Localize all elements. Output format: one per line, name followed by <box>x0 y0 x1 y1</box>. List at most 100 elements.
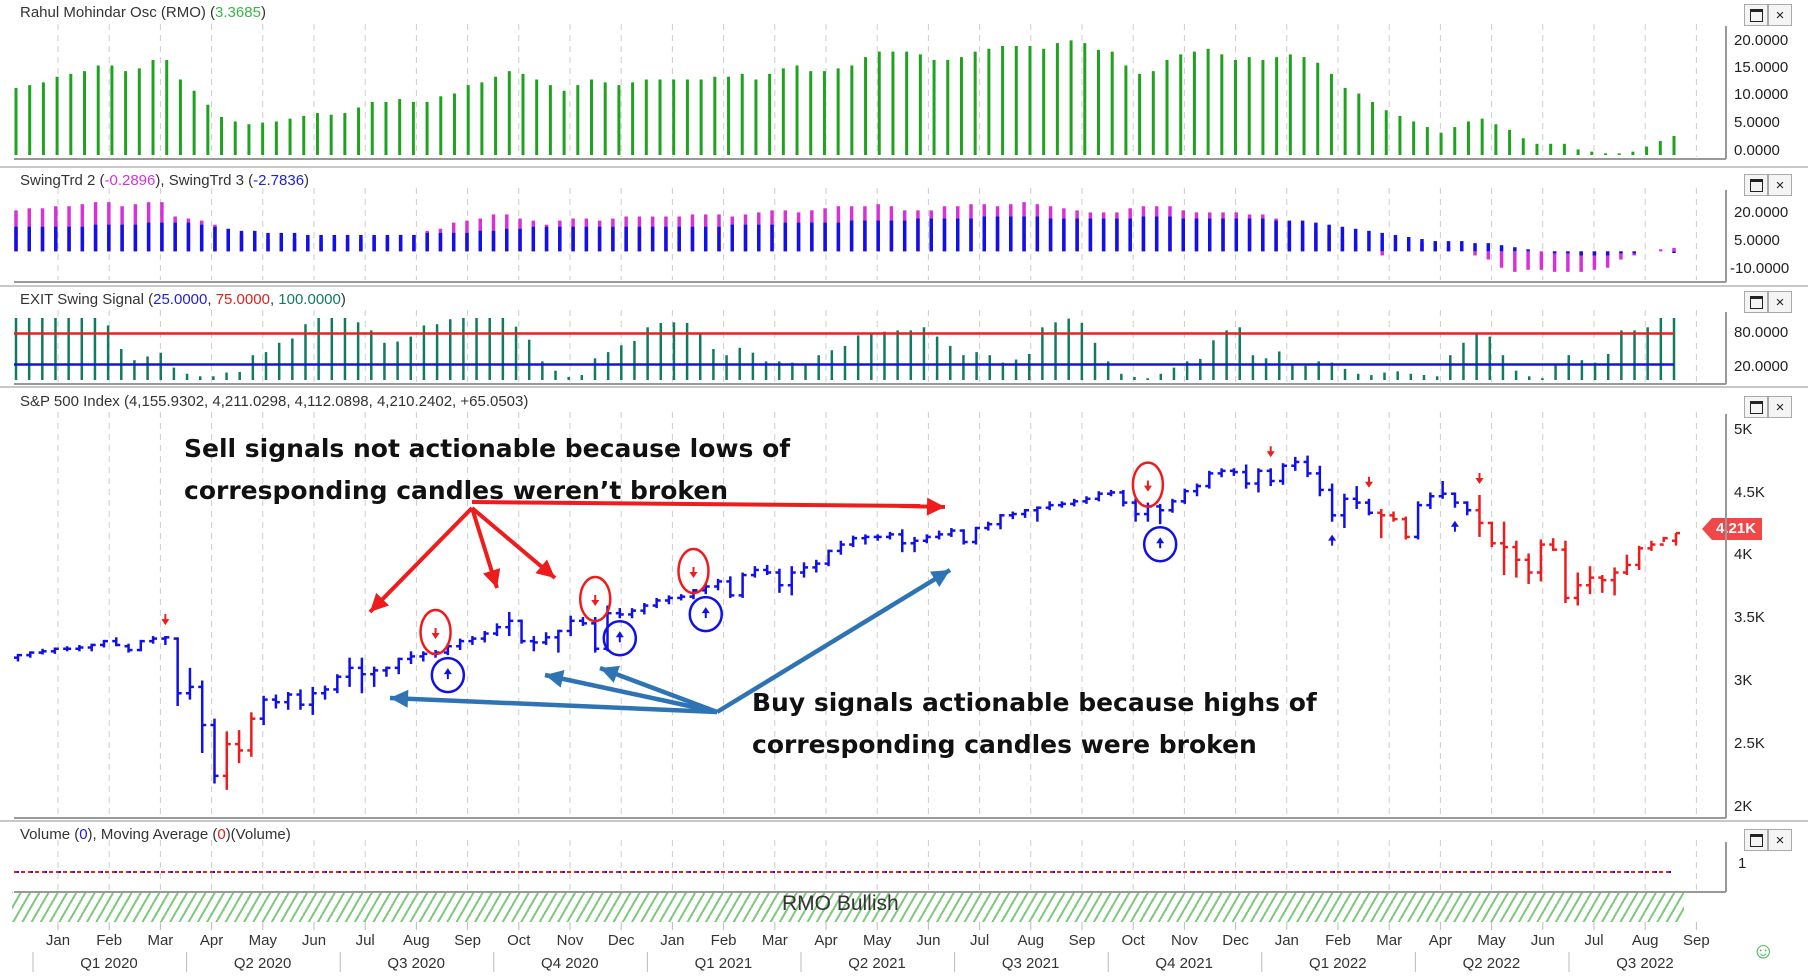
x-axis-month-label: Aug <box>1631 932 1659 949</box>
volume-label: Volume ( <box>20 826 80 843</box>
rmo-ytick: 10.0000 <box>1734 86 1789 103</box>
volume-value: 0 <box>79 826 88 843</box>
x-axis-quarter-label: Q1 2022 <box>1309 955 1367 972</box>
buy-annotation-line2: corresponding candles were broken <box>752 730 1257 759</box>
x-axis-month-label: Apr <box>814 932 838 949</box>
x-axis-month-label: Sep <box>1068 932 1096 949</box>
exit-title-close: ) <box>340 291 346 308</box>
rmo-title: Rahul Mohindar Osc (RMO) (3.3685) <box>20 4 266 21</box>
x-axis-month-label: Sep <box>1683 932 1710 949</box>
rmo-value: 3.3685 <box>215 4 261 21</box>
x-axis-month-label: Jun <box>301 932 327 949</box>
sp500-ytick: 2K <box>1734 798 1753 815</box>
x-axis-month-label: Jan <box>660 932 685 949</box>
sp500-ytick: 4K <box>1734 546 1753 563</box>
x-axis-month-label: Jun <box>916 932 941 949</box>
volume-title-close: )(Volume) <box>225 826 291 843</box>
exit-window-controls: × <box>1744 291 1792 313</box>
ma-value: 0 <box>217 826 226 843</box>
maximize-icon[interactable] <box>1744 829 1768 851</box>
swingtrd-label-a: SwingTrd 2 ( <box>20 172 105 189</box>
rmo-title-close: ) <box>260 4 266 21</box>
close-icon[interactable]: × <box>1768 291 1792 313</box>
x-axis-month-label: Jul <box>970 932 990 949</box>
rmo-window-controls: × <box>1744 4 1792 26</box>
x-axis-month-label: Jun <box>1530 932 1555 949</box>
sp500-panel: S&P 500 Index (4,155.9302, 4,211.0298, 4… <box>0 386 1808 822</box>
maximize-icon[interactable] <box>1744 174 1768 196</box>
x-axis-quarter-label: Q4 2020 <box>541 955 599 972</box>
status-smiley-icon[interactable]: ☺ <box>1752 938 1775 963</box>
x-axis-month-label: Apr <box>1428 932 1453 949</box>
x-axis-quarter-label: Q1 2021 <box>694 955 753 972</box>
exit-value-1: 25.0000 <box>153 291 208 308</box>
x-axis-month-label: May <box>248 932 277 949</box>
exit-swing-panel: EXIT Swing Signal (25.0000, 75.0000, 100… <box>0 285 1808 387</box>
volume-panel: Volume (0), Moving Average (0)(Volume) × <box>0 820 1808 892</box>
buy-annotation-line1: Buy signals actionable because highs of <box>752 688 1317 717</box>
close-icon[interactable]: × <box>1768 174 1792 196</box>
x-axis-month-label: Mar <box>1376 932 1403 949</box>
swingtrd-label-b: ), SwingTrd 3 ( <box>155 172 254 189</box>
rmo-ytick: 20.0000 <box>1734 32 1789 49</box>
close-icon[interactable]: × <box>1768 396 1792 418</box>
x-axis-quarter-label: Q3 2022 <box>1616 955 1674 972</box>
volume-window-controls: × <box>1744 829 1792 851</box>
x-axis-month-label: Jul <box>355 932 375 949</box>
x-axis-month-label: Jan <box>45 932 71 949</box>
sp500-ytick: 3.5K <box>1734 609 1765 626</box>
rmo-bullish-band <box>12 892 1684 922</box>
swingtrd3-value: -2.7836 <box>253 172 305 189</box>
x-axis-month-label: Oct <box>507 932 531 949</box>
maximize-icon[interactable] <box>1744 291 1768 313</box>
x-axis-month-label: Nov <box>1171 932 1198 949</box>
exit-ytick: 80.0000 <box>1734 324 1789 341</box>
maximize-icon[interactable] <box>1744 4 1768 26</box>
x-axis-month-label: Mar <box>761 932 788 949</box>
rmo-panel: Rahul Mohindar Osc (RMO) (3.3685) × <box>0 0 1808 166</box>
x-axis-month-label: Jan <box>1274 932 1299 949</box>
x-axis-quarter-label: Q3 2020 <box>387 955 445 972</box>
x-axis-quarter-label: Q2 2021 <box>848 955 906 972</box>
maximize-icon[interactable] <box>1744 396 1768 418</box>
sell-annotation: Sell signals not actionable because lows… <box>184 428 790 512</box>
x-axis-quarter-label: Q1 2020 <box>80 955 138 972</box>
x-axis-month-label: Sep <box>454 932 481 949</box>
x-axis-month-label: Apr <box>199 932 224 949</box>
x-axis-month-label: May <box>863 932 892 949</box>
exit-value-2: 75.0000 <box>215 291 270 308</box>
sp500-window-controls: × <box>1744 396 1792 418</box>
rmo-bullish-label: RMO Bullish <box>782 892 899 915</box>
x-axis-month-label: Oct <box>1121 932 1145 949</box>
sell-annotation-line2: corresponding candles weren’t broken <box>184 476 729 505</box>
sell-annotation-line1: Sell signals not actionable because lows… <box>184 434 791 463</box>
x-axis-month-label: Dec <box>1222 932 1249 949</box>
sp500-ytick: 2.5K <box>1734 735 1765 752</box>
x-axis-month-label: Feb <box>710 932 737 949</box>
x-axis-month-label: Nov <box>556 932 584 949</box>
exit-swing-title: EXIT Swing Signal (25.0000, 75.0000, 100… <box>20 291 346 308</box>
rmo-ytick: 5.0000 <box>1734 114 1780 131</box>
swingtrd-title-close: ) <box>304 172 310 189</box>
buy-annotation: Buy signals actionable because highs of … <box>752 682 1317 766</box>
close-icon[interactable]: × <box>1768 829 1792 851</box>
rmo-title-label: Rahul Mohindar Osc (RMO) ( <box>20 4 216 21</box>
sp500-ytick: 4.5K <box>1734 484 1765 501</box>
x-axis-month-label: Aug <box>1017 932 1045 949</box>
close-icon[interactable]: × <box>1768 4 1792 26</box>
sp500-ytick: 3K <box>1734 672 1753 689</box>
volume-title: Volume (0), Moving Average (0)(Volume) <box>20 826 291 843</box>
exit-sep-2: , <box>269 291 279 308</box>
sp500-ytick: 5K <box>1734 421 1753 438</box>
volume-ytick: 1 <box>1738 855 1747 872</box>
x-axis-quarter-label: Q2 2020 <box>233 955 292 972</box>
x-axis-month-label: Aug <box>403 932 430 949</box>
exit-label: EXIT Swing Signal ( <box>20 291 154 308</box>
swingtrd-window-controls: × <box>1744 174 1792 196</box>
x-axis-month-label: Dec <box>607 932 635 949</box>
ma-label: ), Moving Average ( <box>87 826 218 843</box>
x-axis-month-label: May <box>1477 932 1506 949</box>
x-axis-month-label: Feb <box>1325 932 1351 949</box>
swingtrd-panel: SwingTrd 2 (-0.2896), SwingTrd 3 (-2.783… <box>0 166 1808 285</box>
